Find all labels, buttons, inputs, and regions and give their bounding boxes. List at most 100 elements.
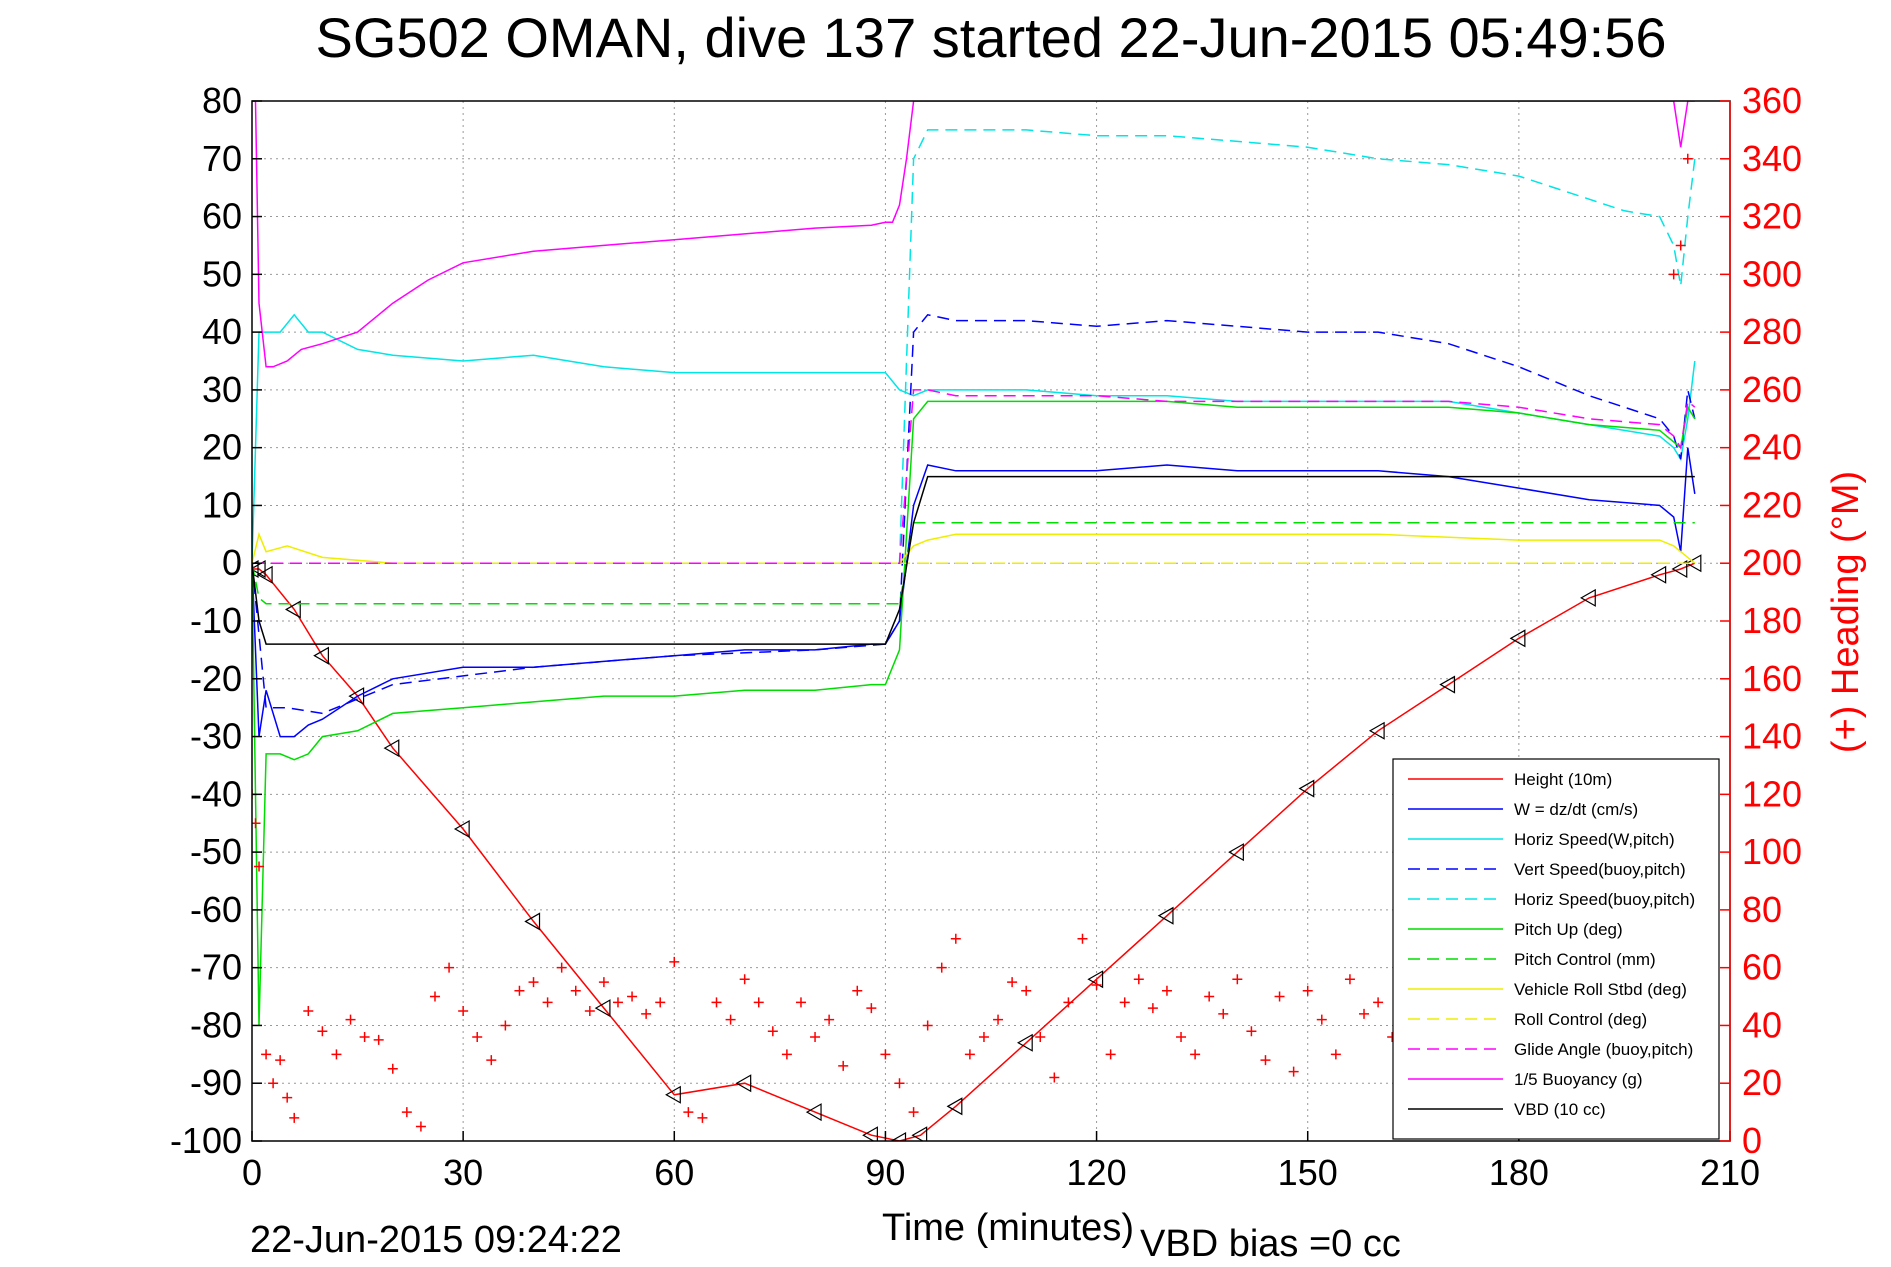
height-marker	[1368, 721, 1385, 740]
heading-point	[753, 997, 764, 1008]
heading-point	[556, 962, 567, 973]
heading-point	[268, 1078, 279, 1089]
y-tick-label: -40	[190, 773, 242, 814]
heading-point	[1035, 1032, 1046, 1042]
heading-point	[1021, 985, 1032, 996]
heading-point	[697, 1112, 708, 1123]
y-right-tick-label: 220	[1742, 484, 1802, 525]
heading-point	[824, 1014, 835, 1025]
heading-point	[1288, 1066, 1299, 1077]
heading-point	[1190, 1049, 1201, 1060]
heading-point	[1105, 1049, 1116, 1060]
heading-point	[669, 956, 680, 967]
footer-vbd-bias: VBD bias =0 cc	[1140, 1223, 1401, 1262]
height-marker	[665, 1085, 681, 1104]
footer-timestamp: 22-Jun-2015 09:24:22	[250, 1219, 622, 1261]
heading-point	[1119, 997, 1130, 1008]
heading-point	[612, 997, 623, 1008]
heading-point	[458, 1006, 469, 1016]
series-pitch-up-deg	[252, 400, 1696, 1026]
legend-label: 1/5 Buoyancy (g)	[1514, 1070, 1643, 1089]
y-right-tick-label: 280	[1742, 311, 1802, 352]
height-marker	[1439, 675, 1456, 694]
height-marker	[1650, 565, 1667, 584]
series-pitch-control-mm	[252, 522, 1695, 605]
heading-point	[1133, 974, 1144, 985]
heading-point	[641, 1008, 652, 1019]
y-tick-label: -90	[190, 1062, 242, 1103]
heading-point	[964, 1049, 975, 1060]
heading-point	[852, 985, 863, 996]
heading-point	[387, 1063, 398, 1074]
series-line	[252, 313, 1696, 715]
height-marker	[1580, 588, 1596, 607]
y-right-tick-label: 260	[1742, 369, 1802, 410]
y-tick-label: 20	[202, 427, 242, 468]
y-right-tick-label: 100	[1742, 831, 1802, 872]
heading-point	[486, 1055, 497, 1066]
height-marker	[1509, 629, 1526, 648]
heading-point	[345, 1014, 356, 1025]
heading-point	[359, 1032, 370, 1042]
height-marker	[735, 1074, 752, 1093]
height-marker	[1157, 906, 1174, 925]
heading-point	[1344, 974, 1355, 985]
heading-point	[711, 997, 722, 1008]
y-right-tick-label: 200	[1742, 542, 1802, 583]
heading-point	[1675, 240, 1686, 251]
y-axis-right-label: (+) Heading (°M)	[1825, 471, 1867, 753]
heading-point	[627, 991, 638, 1002]
series-line	[252, 562, 1696, 1141]
heading-point	[922, 1020, 933, 1031]
x-tick-label: 210	[1700, 1152, 1760, 1193]
legend: Height (10m) W = dz/dt (cm/s) Horiz Speed(…	[1392, 758, 1720, 1140]
y-tick-label: -70	[190, 947, 242, 988]
y-tick-label: 50	[202, 253, 242, 294]
legend-label: Glide Angle (buoy,pitch)	[1514, 1040, 1693, 1059]
chart-title: SG502 OMAN, dive 137 started 22-Jun-2015…	[315, 6, 1666, 69]
heading-point	[866, 1003, 877, 1014]
y-right-tick-label: 20	[1742, 1062, 1782, 1103]
heading-point	[303, 1006, 314, 1016]
series-line	[252, 389, 1696, 564]
legend-label: Height (10m)	[1514, 770, 1612, 789]
y-tick-label: -100	[170, 1120, 242, 1161]
y-right-tick-label: 320	[1742, 196, 1802, 237]
height-marker	[252, 559, 259, 579]
height-marker	[1685, 554, 1702, 573]
series-vert-speed-buoy-pitch	[252, 313, 1696, 715]
y-right-tick-label: 340	[1742, 138, 1802, 179]
heading-point	[275, 1055, 286, 1066]
heading-point	[289, 1112, 300, 1123]
x-tick-label: 60	[654, 1152, 694, 1193]
heading-point	[528, 977, 539, 988]
heading-point	[655, 997, 666, 1008]
series-line	[252, 522, 1695, 605]
legend-label: Vert Speed(buoy,pitch)	[1514, 860, 1686, 879]
height-marker	[911, 1126, 928, 1141]
y-right-tick-label: 240	[1742, 427, 1802, 468]
heading-point	[261, 1049, 272, 1060]
heading-point	[1668, 269, 1679, 280]
legend-label: Pitch Control (mm)	[1514, 950, 1656, 969]
x-axis-label: Time (minutes)	[882, 1207, 1134, 1249]
heading-point	[500, 1020, 511, 1031]
legend-label: Horiz Speed(W,pitch)	[1514, 830, 1675, 849]
heading-point	[570, 985, 581, 996]
height-marker	[1671, 559, 1688, 579]
heading-point	[1147, 1003, 1158, 1014]
y-right-tick-label: 140	[1742, 716, 1802, 757]
x-tick-label: 30	[443, 1152, 483, 1193]
heading-point	[1260, 1055, 1271, 1066]
heading-point	[317, 1026, 328, 1037]
grid	[252, 101, 1730, 1141]
height-marker	[383, 739, 400, 758]
heading-point	[1161, 985, 1172, 996]
y-right-tick-label: 300	[1742, 253, 1802, 294]
series-line	[252, 400, 1696, 1026]
heading-point	[950, 933, 961, 944]
heading-point	[415, 1121, 426, 1132]
height-marker	[946, 1097, 963, 1116]
